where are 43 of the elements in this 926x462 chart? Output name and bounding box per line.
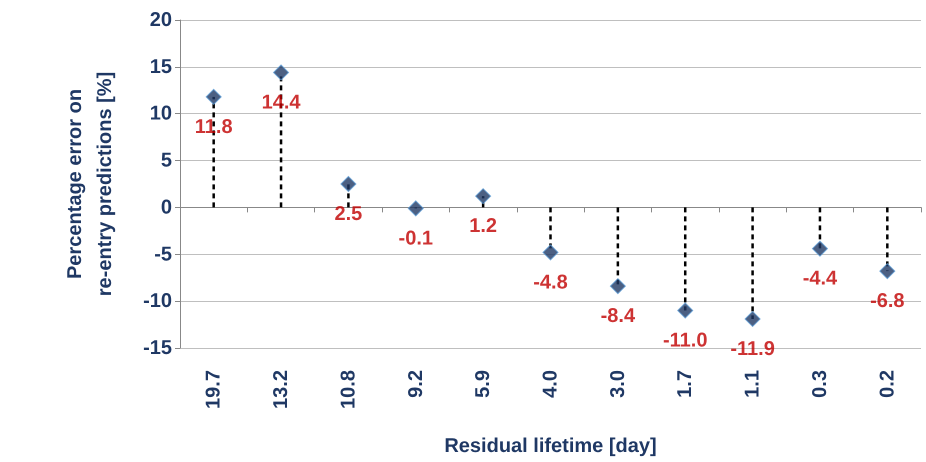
x-tick-label: 0.3 bbox=[808, 370, 831, 398]
y-tick-label: 15 bbox=[150, 56, 172, 78]
point bbox=[677, 302, 694, 319]
point bbox=[273, 64, 290, 80]
point bbox=[542, 244, 558, 260]
y-tick-label: -10 bbox=[143, 290, 172, 312]
x-tick-label: 0.2 bbox=[876, 370, 898, 398]
point bbox=[408, 200, 424, 216]
x-tick-label: 5.9 bbox=[472, 370, 494, 398]
data-label: -8.4 bbox=[600, 305, 636, 328]
x-tick-label: 1.7 bbox=[674, 370, 696, 398]
y-tick-label: -15 bbox=[143, 337, 172, 359]
x-tick-label: 4.0 bbox=[540, 370, 562, 398]
y-tick-label: 5 bbox=[160, 150, 172, 172]
x-tick-label: 1.1 bbox=[742, 370, 764, 398]
data-label: -0.1 bbox=[398, 227, 434, 250]
x-tick-label: 13.2 bbox=[270, 370, 292, 409]
point bbox=[206, 88, 222, 105]
data-label: -4.8 bbox=[533, 271, 568, 294]
y-tick-label: 20 bbox=[150, 9, 172, 31]
data-label: -6.8 bbox=[870, 290, 905, 312]
data-label: -11.9 bbox=[730, 338, 775, 360]
x-tick-label: 9.2 bbox=[404, 370, 427, 398]
x-tick-label: 10.8 bbox=[337, 370, 360, 409]
data-label: 14.4 bbox=[262, 91, 302, 114]
y-tick-label: 0 bbox=[160, 196, 172, 218]
data-label: 1.2 bbox=[469, 215, 498, 238]
point bbox=[879, 263, 896, 280]
data-label: -11.0 bbox=[662, 330, 708, 352]
y-axis-title: Percentage error on re-entry predictions [%] bbox=[64, 72, 116, 296]
x-tick-label: 3.0 bbox=[606, 370, 629, 398]
y-tick-label: -5 bbox=[154, 243, 172, 266]
x-axis-title: Residual lifetime [day] bbox=[444, 435, 657, 457]
y-tick-label: 10 bbox=[150, 102, 172, 125]
point bbox=[475, 188, 492, 204]
point bbox=[744, 310, 761, 327]
data-label: 2.5 bbox=[334, 203, 362, 225]
data-label: -4.4 bbox=[802, 268, 838, 290]
point bbox=[610, 278, 626, 294]
point bbox=[340, 176, 356, 192]
point bbox=[812, 240, 828, 257]
data-label: 11.8 bbox=[194, 116, 233, 138]
x-tick-label: 19.7 bbox=[202, 370, 225, 409]
